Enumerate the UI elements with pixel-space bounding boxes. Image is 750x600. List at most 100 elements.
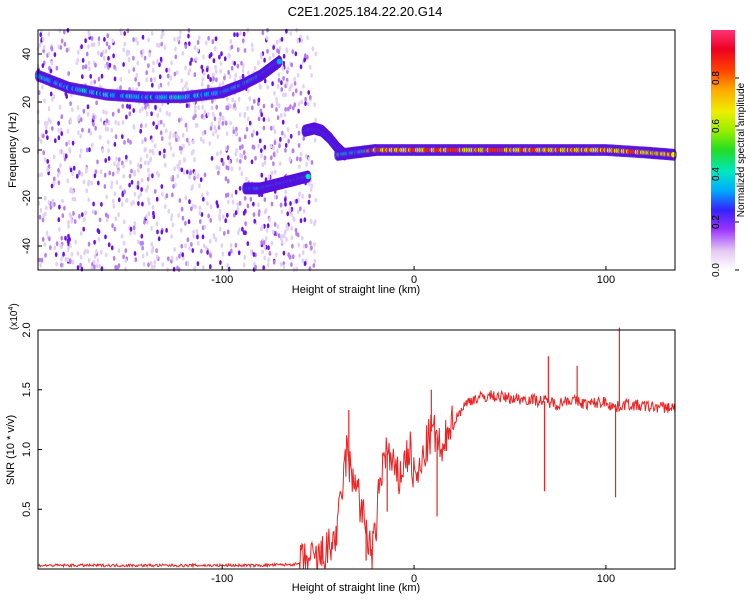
noise-dot — [179, 29, 182, 35]
noise-dot — [310, 73, 313, 78]
noise-dot — [43, 195, 47, 201]
noise-dot — [273, 194, 277, 200]
noise-dot — [176, 173, 180, 179]
noise-dot — [92, 259, 96, 265]
noise-dot — [72, 165, 76, 171]
noise-dot — [132, 124, 136, 129]
noise-dot — [110, 180, 114, 186]
noise-dot — [211, 98, 214, 104]
noise-dot — [282, 264, 286, 270]
noise-dot — [200, 114, 204, 119]
noise-dot — [68, 212, 72, 218]
noise-dot — [71, 259, 75, 265]
noise-dot — [239, 31, 242, 36]
noise-dot — [164, 128, 168, 134]
noise-dot — [52, 154, 56, 160]
noise-dot — [164, 162, 167, 168]
noise-dot — [93, 264, 96, 270]
noise-dot — [221, 121, 225, 126]
noise-dot — [128, 104, 131, 110]
noise-dot — [178, 253, 181, 259]
noise-dot — [215, 104, 218, 110]
noise-dot — [151, 82, 154, 88]
noise-dot — [221, 251, 225, 257]
noise-dot — [249, 196, 253, 202]
noise-dot — [307, 156, 311, 162]
noise-dot — [313, 219, 317, 225]
noise-dot — [127, 69, 131, 74]
noise-dot — [65, 153, 68, 159]
noise-dot — [96, 258, 100, 263]
noise-dot — [202, 265, 205, 270]
noise-dot — [263, 144, 267, 150]
noise-dot — [200, 248, 203, 254]
noise-dot — [147, 197, 150, 202]
noise-dot — [64, 235, 67, 241]
noise-dot — [132, 37, 135, 42]
noise-dot — [66, 257, 70, 263]
noise-dot — [195, 228, 199, 234]
noise-dot — [53, 245, 56, 251]
noise-dot — [119, 30, 123, 36]
noise-dot — [266, 48, 269, 54]
noise-dot — [88, 66, 91, 72]
noise-dot — [170, 60, 173, 66]
noise-dot — [218, 226, 222, 232]
noise-dot — [281, 130, 284, 136]
noise-dot — [275, 101, 279, 106]
noise-dot — [254, 264, 257, 270]
x-tick-label: 0 — [411, 274, 417, 286]
noise-dot — [199, 219, 202, 224]
noise-dot — [207, 84, 210, 90]
noise-dot — [267, 174, 271, 180]
colorbar-tick-label: 0.0 — [711, 263, 722, 277]
noise-dot — [138, 108, 142, 114]
noise-dot — [233, 32, 236, 37]
noise-dot — [69, 258, 72, 264]
noise-dot — [134, 257, 138, 263]
noise-dot — [177, 135, 180, 141]
noise-dot — [214, 36, 218, 42]
noise-dot — [241, 144, 244, 149]
noise-dot — [292, 216, 295, 221]
noise-dot — [122, 219, 126, 225]
noise-dot — [42, 150, 45, 156]
colorbar-ticks: 0.0 0.2 0.4 0.6 0.8 — [711, 71, 739, 277]
noise-dot — [156, 59, 159, 64]
noise-dot — [194, 204, 197, 210]
noise-dot — [49, 245, 52, 251]
noise-dot — [234, 130, 238, 136]
x-tick-label: 100 — [597, 274, 615, 286]
noise-dot — [296, 38, 300, 44]
noise-dot — [312, 263, 316, 268]
noise-dot — [212, 58, 216, 64]
noise-dot — [202, 71, 206, 76]
noise-dot — [219, 61, 223, 66]
noise-dot — [225, 105, 228, 111]
noise-dot — [202, 139, 205, 144]
y-tick-label: 20 — [21, 96, 33, 108]
noise-dot — [228, 74, 232, 79]
noise-dot — [175, 256, 179, 261]
noise-dot — [293, 76, 296, 82]
noise-dot — [118, 157, 121, 162]
noise-dot — [38, 42, 42, 48]
noise-dot — [147, 211, 151, 217]
noise-dot — [144, 137, 147, 142]
noise-dot — [57, 217, 61, 223]
noise-dot — [104, 158, 107, 163]
noise-dot — [174, 182, 177, 188]
noise-dot — [106, 33, 109, 38]
noise-dot — [58, 227, 61, 232]
noise-dot — [169, 75, 172, 81]
noise-dot — [181, 50, 185, 56]
noise-dot — [236, 206, 240, 212]
noise-dot — [72, 211, 75, 216]
noise-dot — [307, 90, 311, 95]
noise-dot — [129, 159, 132, 165]
top-x-ticks: -100 0 100 — [211, 266, 615, 286]
noise-dot — [221, 80, 225, 86]
noise-dot — [294, 51, 298, 57]
noise-dot — [69, 167, 73, 173]
noise-dot — [112, 203, 116, 209]
